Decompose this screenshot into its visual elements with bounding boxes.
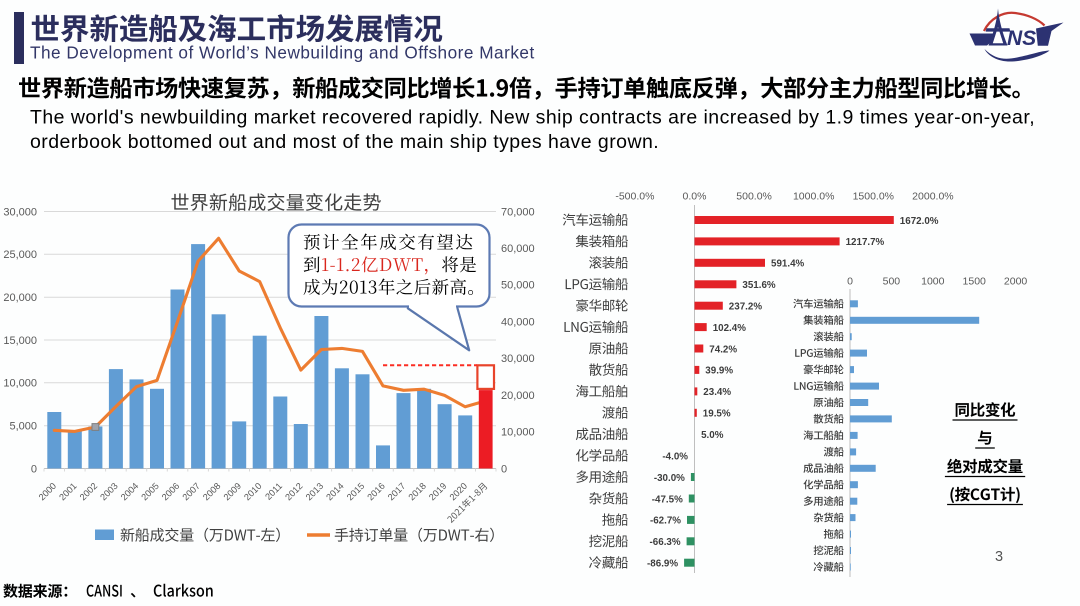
svg-text:5.0%: 5.0%: [701, 430, 724, 441]
svg-text:1672.0%: 1672.0%: [900, 216, 939, 227]
svg-text:1500.0%: 1500.0%: [853, 191, 894, 203]
svg-text:30,000: 30,000: [3, 206, 37, 218]
svg-text:2001: 2001: [57, 481, 79, 503]
svg-text:39.9%: 39.9%: [705, 366, 733, 377]
svg-text:591.4%: 591.4%: [771, 259, 805, 270]
svg-text:1217.7%: 1217.7%: [846, 237, 885, 248]
svg-text:2018: 2018: [406, 481, 428, 503]
svg-text:2010: 2010: [242, 481, 264, 503]
svg-text:2004: 2004: [119, 481, 141, 503]
svg-text:2009: 2009: [222, 481, 244, 503]
svg-text:70,000: 70,000: [501, 206, 535, 218]
svg-text:5,000: 5,000: [9, 421, 37, 433]
svg-text:20,000: 20,000: [3, 292, 37, 304]
svg-text:-66.3%: -66.3%: [650, 537, 681, 548]
svg-text:2014: 2014: [324, 481, 346, 503]
svg-text:2017: 2017: [386, 481, 408, 503]
svg-text:10,000: 10,000: [3, 378, 37, 390]
svg-text:0: 0: [501, 463, 507, 475]
svg-text:0.0%: 0.0%: [683, 191, 707, 203]
svg-text:1000.0%: 1000.0%: [793, 191, 834, 203]
svg-text:The Development of World’s New: The Development of World’s Newbuilding a…: [30, 43, 535, 63]
svg-text:orderbook bottomed out and mos: orderbook bottomed out and most of the m…: [30, 131, 659, 153]
svg-text:60,000: 60,000: [501, 243, 535, 255]
svg-text:2000.0%: 2000.0%: [912, 191, 953, 203]
svg-text:20,000: 20,000: [501, 390, 535, 402]
svg-text:-86.9%: -86.9%: [647, 559, 678, 570]
svg-text:74.2%: 74.2%: [709, 344, 737, 355]
svg-text:2002: 2002: [78, 481, 100, 503]
svg-text:102.4%: 102.4%: [713, 323, 747, 334]
svg-text:351.6%: 351.6%: [742, 280, 776, 291]
svg-text:2003: 2003: [98, 481, 120, 503]
svg-text:10,000: 10,000: [501, 427, 535, 439]
svg-text:2007: 2007: [180, 481, 202, 503]
svg-text:2008: 2008: [201, 481, 223, 503]
svg-text:3: 3: [995, 549, 1003, 565]
svg-text:-500.0%: -500.0%: [615, 191, 654, 203]
svg-text:2011: 2011: [263, 481, 284, 502]
svg-text:15,000: 15,000: [3, 335, 37, 347]
svg-text:2016: 2016: [365, 481, 387, 503]
svg-text:40,000: 40,000: [501, 316, 535, 328]
svg-text:-62.7%: -62.7%: [650, 516, 681, 527]
svg-text:2015: 2015: [345, 481, 367, 503]
svg-text:2020: 2020: [448, 481, 470, 503]
svg-text:-30.0%: -30.0%: [654, 473, 685, 484]
svg-text:2006: 2006: [160, 481, 182, 503]
svg-text:0: 0: [31, 463, 37, 475]
svg-text:2005: 2005: [139, 481, 161, 503]
svg-text:2019: 2019: [427, 481, 449, 503]
svg-text:23.4%: 23.4%: [703, 387, 731, 398]
svg-text:1500: 1500: [963, 276, 987, 288]
svg-text:30,000: 30,000: [501, 353, 535, 365]
svg-text:19.5%: 19.5%: [703, 409, 731, 420]
svg-text:1000: 1000: [921, 276, 945, 288]
svg-text:The world's newbuilding market: The world's newbuilding market recovered…: [30, 107, 1035, 129]
svg-text:2012: 2012: [283, 481, 305, 503]
svg-text:500.0%: 500.0%: [736, 191, 772, 203]
svg-text:2000: 2000: [37, 481, 59, 503]
svg-text:25,000: 25,000: [3, 249, 37, 261]
svg-text:500: 500: [883, 276, 901, 288]
svg-text:-4.0%: -4.0%: [662, 451, 688, 462]
svg-text:237.2%: 237.2%: [729, 302, 763, 313]
svg-text:2013: 2013: [304, 481, 326, 503]
svg-text:0: 0: [847, 276, 853, 288]
svg-text:2000: 2000: [1004, 276, 1028, 288]
svg-text:-47.5%: -47.5%: [652, 494, 683, 505]
svg-text:50,000: 50,000: [501, 280, 535, 292]
svg-text:NS: NS: [1007, 27, 1036, 50]
